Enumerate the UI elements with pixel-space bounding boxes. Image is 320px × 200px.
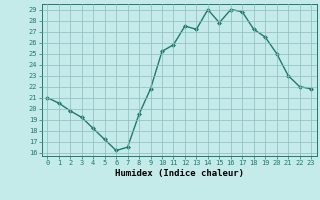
X-axis label: Humidex (Indice chaleur): Humidex (Indice chaleur): [115, 169, 244, 178]
